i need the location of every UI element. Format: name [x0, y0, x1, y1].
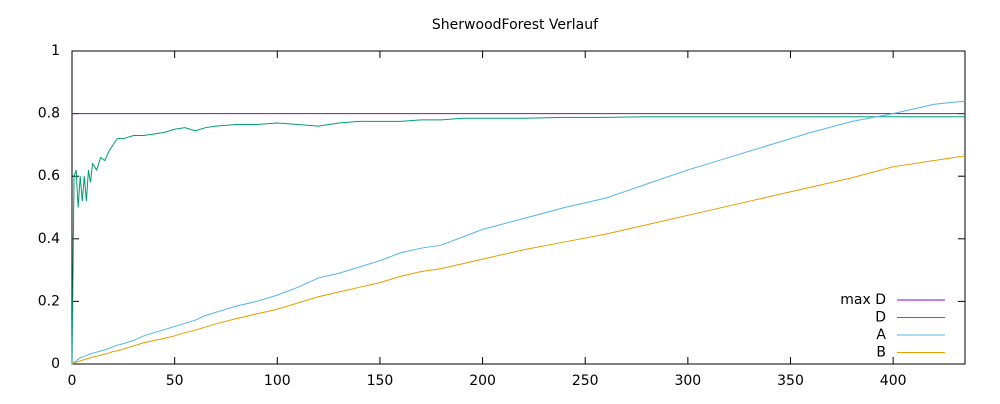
chart-title: SherwoodForest Verlauf — [432, 17, 599, 33]
x-tick-label: 400 — [880, 373, 907, 389]
legend-label: max D — [840, 292, 886, 308]
x-tick-label: 150 — [367, 373, 394, 389]
y-tick-label: 0.8 — [38, 106, 60, 122]
y-tick-label: 0.4 — [38, 231, 60, 247]
legend-label: D — [875, 310, 886, 326]
x-tick-label: 350 — [777, 373, 804, 389]
y-tick-label: 0.2 — [38, 293, 60, 309]
x-tick-label: 300 — [674, 373, 701, 389]
x-tick-label: 250 — [572, 373, 599, 389]
line — [71, 155, 966, 365]
x-tick-label: 200 — [469, 373, 496, 389]
legend-label: B — [876, 345, 886, 361]
y-tick-label: 0.6 — [38, 168, 60, 184]
x-tick-label: 50 — [166, 373, 184, 389]
x-tick-label: 100 — [264, 373, 291, 389]
y-tick-label: 1 — [51, 43, 60, 59]
line — [71, 100, 966, 365]
x-tick-label: 0 — [68, 373, 77, 389]
line — [71, 116, 965, 365]
y-tick-label: 0 — [51, 356, 60, 372]
plot-border — [71, 50, 966, 365]
legend-label: A — [876, 327, 886, 343]
